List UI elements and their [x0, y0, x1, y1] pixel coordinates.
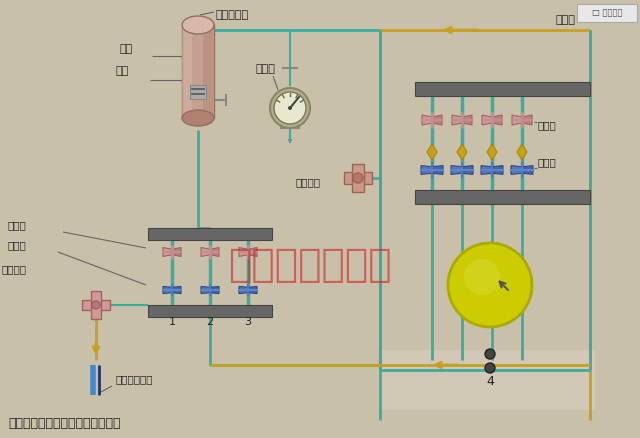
Polygon shape [163, 286, 172, 293]
Polygon shape [201, 247, 210, 257]
Text: 2: 2 [207, 317, 214, 327]
Text: 热氨总阀: 热氨总阀 [295, 177, 320, 187]
Bar [461, 112, 463, 128]
Text: 回气: 回气 [120, 44, 133, 54]
Bar [521, 162, 523, 178]
Bar [247, 284, 249, 296]
Text: 1: 1 [168, 317, 175, 327]
Circle shape [485, 363, 495, 373]
Bar [190, 85, 206, 99]
Polygon shape [512, 115, 522, 125]
Text: 4: 4 [486, 375, 494, 388]
Circle shape [274, 92, 306, 124]
Bar [209, 284, 211, 296]
Text: 热氨融霜、加压排液调节站系统图: 热氨融霜、加压排液调节站系统图 [8, 417, 120, 430]
Bar [148, 305, 272, 317]
Polygon shape [172, 247, 181, 257]
Polygon shape [248, 247, 257, 257]
Bar [82, 300, 110, 310]
Polygon shape [457, 144, 467, 160]
Circle shape [270, 88, 310, 128]
Bar [203, 24, 213, 118]
Polygon shape [422, 115, 432, 125]
Polygon shape [517, 144, 527, 160]
Polygon shape [462, 115, 472, 125]
Polygon shape [522, 115, 532, 125]
Text: 供液: 供液 [115, 66, 128, 76]
Bar [182, 24, 192, 118]
Bar [431, 112, 433, 128]
Text: 热氨进: 热氨进 [555, 15, 575, 25]
Bar [491, 112, 493, 128]
Circle shape [485, 349, 495, 359]
Circle shape [288, 106, 292, 110]
Polygon shape [482, 115, 492, 125]
Polygon shape [487, 144, 497, 160]
Bar [461, 162, 463, 178]
Text: 3: 3 [244, 317, 252, 327]
Polygon shape [427, 144, 437, 160]
Text: 排液至排液插: 排液至排液插 [115, 374, 152, 384]
Polygon shape [248, 286, 257, 293]
Bar [415, 190, 590, 204]
Polygon shape [432, 166, 443, 174]
Polygon shape [462, 166, 473, 174]
Circle shape [464, 259, 500, 295]
Text: 排液总阀: 排液总阀 [2, 264, 27, 274]
Polygon shape [511, 166, 522, 174]
Text: 回气阀: 回气阀 [538, 120, 557, 130]
Bar [91, 291, 101, 319]
Polygon shape [432, 115, 442, 125]
Bar [148, 228, 272, 240]
Polygon shape [210, 247, 219, 257]
Polygon shape [492, 115, 502, 125]
Polygon shape [481, 166, 492, 174]
Bar [247, 245, 249, 259]
Polygon shape [163, 247, 172, 257]
Circle shape [448, 243, 532, 327]
Ellipse shape [182, 16, 214, 34]
Polygon shape [239, 286, 248, 293]
Bar [415, 82, 590, 96]
FancyBboxPatch shape [577, 4, 637, 22]
Polygon shape [172, 286, 181, 293]
Polygon shape [452, 115, 462, 125]
Text: 氨液分离器: 氨液分离器 [216, 10, 249, 20]
Polygon shape [421, 166, 432, 174]
Ellipse shape [182, 110, 214, 126]
Text: 供液阀: 供液阀 [8, 220, 27, 230]
Bar [182, 24, 214, 118]
Bar [209, 245, 211, 259]
Bar [431, 162, 433, 178]
Text: 剽特音家公众号: 剽特音家公众号 [228, 246, 392, 284]
Circle shape [353, 173, 363, 183]
Text: 排液阀: 排液阀 [8, 240, 27, 250]
Polygon shape [210, 286, 219, 293]
Bar [171, 245, 173, 259]
Bar [491, 162, 493, 178]
Bar [352, 164, 364, 192]
Bar [521, 112, 523, 128]
Text: 压力表: 压力表 [255, 64, 275, 74]
Bar [344, 172, 372, 184]
Text: □ 小窗口罩: □ 小窗口罩 [592, 8, 622, 18]
Text: 热氨阀: 热氨阀 [538, 157, 557, 167]
Bar [171, 284, 173, 296]
Polygon shape [239, 247, 248, 257]
Polygon shape [492, 166, 503, 174]
Polygon shape [201, 286, 210, 293]
Polygon shape [451, 166, 462, 174]
Bar [380, 350, 595, 410]
Circle shape [92, 301, 100, 309]
Polygon shape [522, 166, 533, 174]
